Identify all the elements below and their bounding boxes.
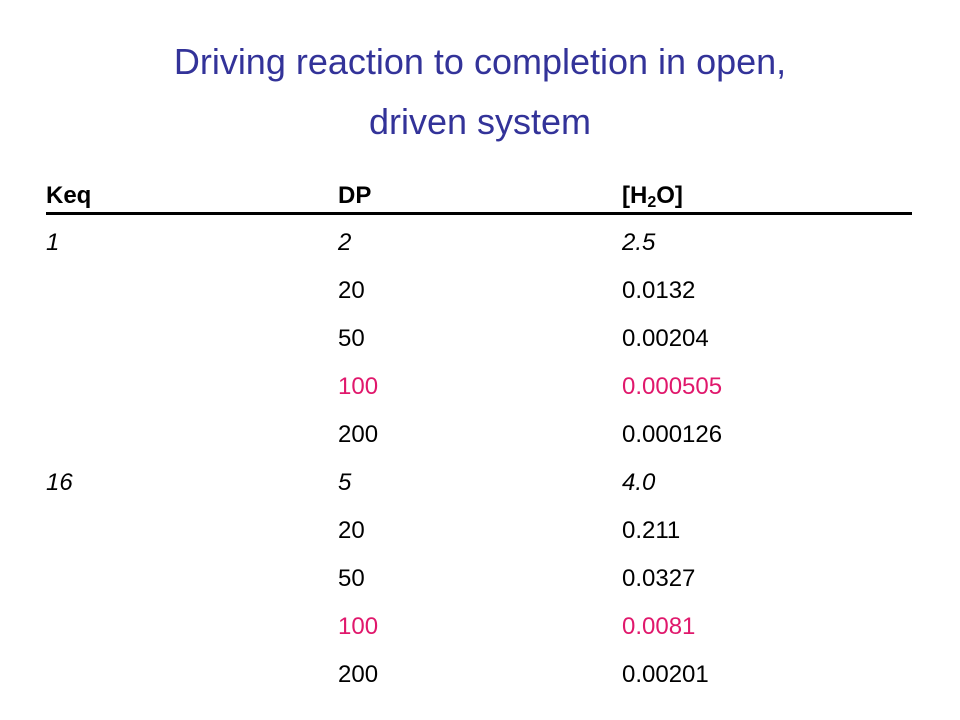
table-cell: 0.211	[622, 517, 681, 544]
table-cell: 4.0	[622, 469, 656, 496]
column-header: Keq	[46, 182, 92, 209]
table-cell: 1	[46, 229, 60, 256]
table-cell: 0.000505	[622, 373, 723, 400]
column-header: DP	[338, 182, 372, 209]
table-cell: 50	[338, 565, 365, 592]
table-cell: 100	[338, 373, 379, 400]
table-cell: 2.5	[622, 229, 656, 256]
title-line: Driving reaction to completion in open,	[173, 41, 787, 82]
header-rule	[46, 212, 912, 215]
table-cell: 0.0327	[622, 565, 696, 592]
table-cell: 20	[338, 277, 365, 304]
table-cell: 16	[46, 469, 73, 496]
table-cell: 50	[338, 325, 365, 352]
table-cell: 0.00204	[622, 325, 709, 352]
table-cell: 100	[338, 613, 379, 640]
header-subscript: 2	[647, 194, 657, 211]
table-cell: 0.00201	[622, 661, 709, 688]
table-cell: 0.0132	[622, 277, 696, 304]
table-cell: 20	[338, 517, 365, 544]
table-cell: 200	[338, 661, 379, 688]
header-part: [H	[622, 182, 648, 209]
table-cell: 2	[338, 229, 352, 256]
title-line: driven system	[368, 101, 592, 142]
table-cell: 5	[338, 469, 352, 496]
table-cell: 0.0081	[622, 613, 696, 640]
header-part: O]	[656, 182, 683, 209]
table-cell: 0.000126	[622, 421, 723, 448]
table-cell: 200	[338, 421, 379, 448]
column-header: [H2O]	[622, 184, 683, 211]
